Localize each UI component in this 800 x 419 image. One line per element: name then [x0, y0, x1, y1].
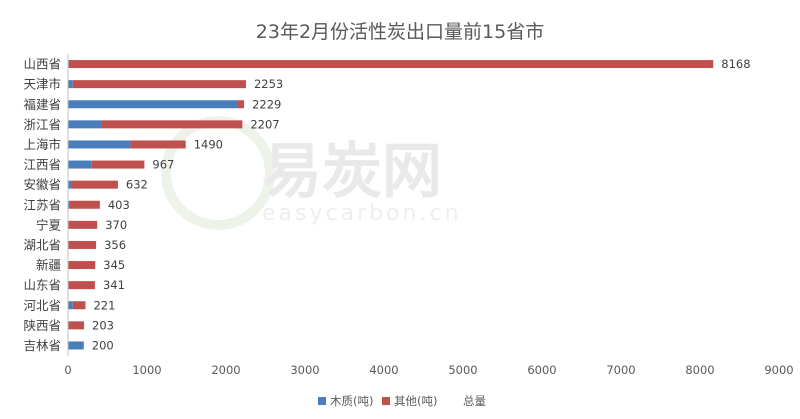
total-data-label: 345 [103, 258, 125, 272]
bar-segment-other [68, 321, 85, 330]
bar-segment-other [68, 240, 97, 249]
total-data-label: 403 [108, 198, 130, 212]
bar-segment-other [68, 261, 96, 270]
category-label: 浙江省 [23, 117, 61, 132]
x-tick-labels: 0 1000 2000 3000 4000 5000 6000 7000 8000 9000 [64, 363, 793, 377]
watermark: 易炭网 easycarbon.cn [161, 116, 462, 230]
legend-swatch-wood [318, 397, 326, 405]
watermark-url: easycarbon.cn [262, 201, 462, 226]
bar-segment-wood [68, 301, 73, 310]
x-tick-label: 4000 [369, 363, 398, 377]
category-label: 上海市 [23, 137, 61, 152]
legend-label-other: 其他(吨) [394, 394, 437, 408]
x-tick-label: 3000 [290, 363, 319, 377]
category-label: 湖北省 [23, 237, 61, 252]
total-data-label: 967 [152, 158, 174, 172]
chart-title: 23年2月份活性炭出口量前15省市 [256, 21, 544, 43]
x-tick-label: 6000 [527, 363, 556, 377]
x-tick-label: 5000 [448, 363, 477, 377]
bar-segment-other [68, 60, 714, 69]
x-tick-label: 7000 [606, 363, 635, 377]
total-data-label: 2253 [254, 77, 283, 91]
total-data-label: 341 [103, 278, 125, 292]
bar-segment-wood [68, 160, 92, 169]
x-tick-label: 1000 [132, 363, 161, 377]
legend-label-wood: 木质(吨) [330, 394, 373, 408]
category-label: 山西省 [23, 57, 61, 72]
total-data-label: 370 [105, 218, 127, 232]
x-tick-label: 8000 [685, 363, 714, 377]
total-data-label: 356 [104, 238, 126, 252]
total-data-label: 200 [92, 338, 114, 352]
x-tick-label: 9000 [764, 363, 793, 377]
category-labels: 山西省天津市福建省浙江省上海市江西省安徽省江苏省宁夏湖北省新疆山东省河北省陕西省… [23, 57, 61, 353]
bar-segment-other [130, 140, 186, 149]
bar-segment-other [72, 301, 86, 310]
bar-segment-wood [68, 180, 72, 189]
bar-segment-other [91, 160, 145, 169]
total-data-label: 632 [126, 178, 148, 192]
category-label: 吉林省 [23, 338, 61, 353]
bar-segment-wood [68, 140, 131, 149]
total-data-label: 8168 [721, 57, 750, 71]
category-label: 河北省 [23, 298, 61, 313]
category-label: 新疆 [36, 258, 61, 273]
bar-segment-wood [68, 80, 73, 89]
bar-segment-other [101, 120, 243, 129]
legend-label-total: 总量 [463, 394, 486, 408]
x-tick-label: 0 [64, 363, 71, 377]
category-label: 陕西省 [23, 318, 61, 333]
x-tick-label: 2000 [211, 363, 240, 377]
category-label: 天津市 [23, 77, 61, 92]
bar-segment-wood [68, 200, 70, 209]
watermark-brand: 易炭网 [262, 137, 442, 207]
legend: 木质(吨) 其他(吨) 总量 [318, 394, 486, 408]
bar-segment-other [68, 281, 95, 290]
bar-segment-other [69, 200, 100, 209]
bar-segment-wood [68, 120, 102, 129]
bar-segment-wood [68, 100, 238, 109]
total-data-label: 2229 [252, 97, 281, 111]
category-label: 安徽省 [23, 177, 61, 192]
category-label: 宁夏 [36, 217, 62, 232]
total-data-label: 203 [92, 318, 114, 332]
bars-group [68, 60, 714, 350]
bar-segment-other [68, 220, 98, 229]
data-labels: 8168 2253 2229 2207 1490 967 632 403 370 356 345 34… [92, 57, 751, 352]
total-data-label: 1490 [194, 137, 223, 151]
bar-segment-other [237, 100, 245, 109]
legend-swatch-other [382, 397, 390, 405]
total-data-label: 221 [93, 298, 115, 312]
category-label: 山东省 [23, 278, 61, 293]
total-data-label: 2207 [250, 117, 279, 131]
category-label: 江苏省 [23, 197, 61, 212]
category-label: 江西省 [23, 157, 61, 172]
category-label: 福建省 [23, 97, 61, 112]
bar-segment-wood [68, 341, 84, 350]
bar-segment-other [71, 180, 118, 189]
bar-segment-other [72, 80, 246, 89]
